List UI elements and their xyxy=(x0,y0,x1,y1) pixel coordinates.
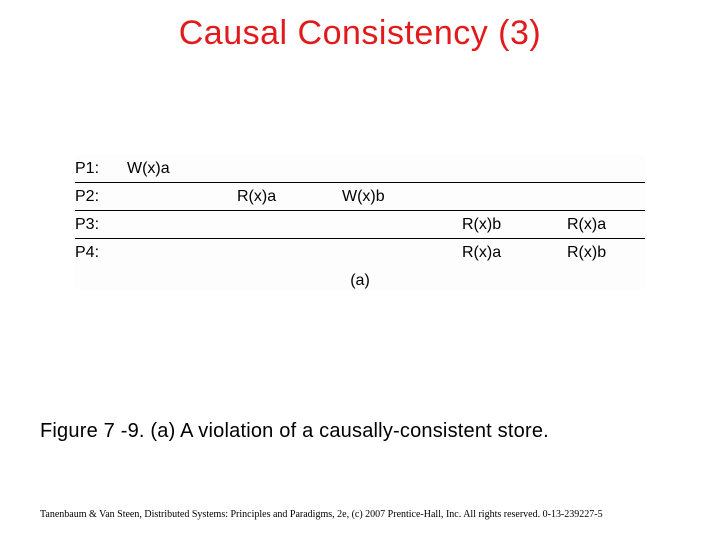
slide-title: Causal Consistency (3) xyxy=(0,14,720,53)
consistency-diagram: P1: W(x)a P2: R(x)a W(x)b P3: R(x)b R(x)… xyxy=(75,155,645,290)
process-label: P4: xyxy=(75,244,127,262)
process-label: P2: xyxy=(75,188,127,206)
op-cell: W(x)a xyxy=(127,160,237,178)
op-cell: R(x)b xyxy=(462,216,567,234)
copyright-footer: Tanenbaum & Van Steen, Distributed Syste… xyxy=(40,509,680,520)
process-row: P4: R(x)a R(x)b xyxy=(75,239,645,266)
process-label: P3: xyxy=(75,216,127,234)
process-label: P1: xyxy=(75,160,127,178)
process-row: P3: R(x)b R(x)a xyxy=(75,211,645,238)
process-row: P1: W(x)a xyxy=(75,155,645,182)
diagram-sublabel: (a) xyxy=(75,266,645,290)
op-cell: R(x)a xyxy=(567,216,637,234)
op-cell: W(x)b xyxy=(342,188,462,206)
figure-caption: Figure 7 -9. (a) A violation of a causal… xyxy=(40,420,680,443)
process-row: P2: R(x)a W(x)b xyxy=(75,183,645,210)
op-cell: R(x)a xyxy=(462,244,567,262)
slide: Causal Consistency (3) P1: W(x)a P2: R(x… xyxy=(0,0,720,540)
op-cell: R(x)b xyxy=(567,244,637,262)
op-cell: R(x)a xyxy=(237,188,342,206)
